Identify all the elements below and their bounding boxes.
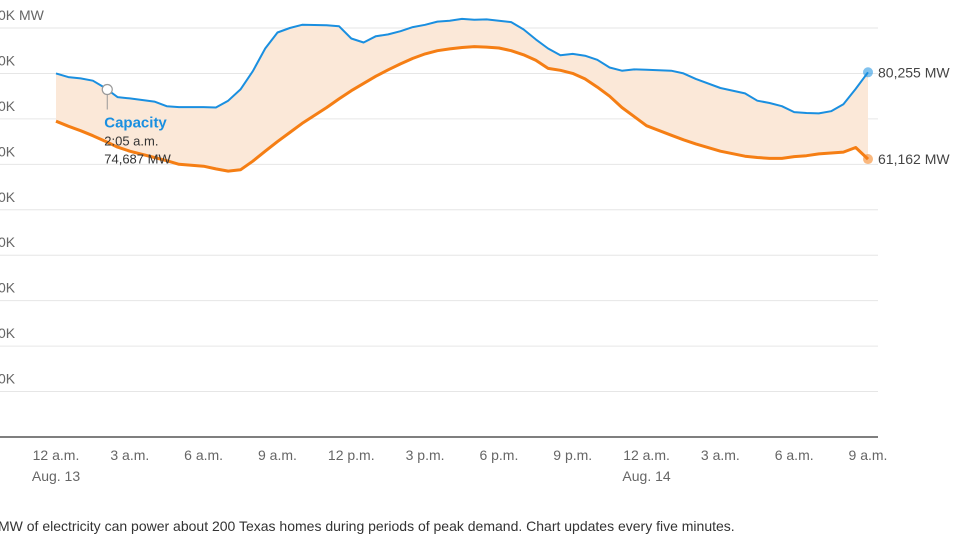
end-markers: 80,255 MW 61,162 MW	[863, 64, 950, 167]
y-tick-label: 0K	[0, 325, 16, 341]
annotation-title: Capacity	[104, 114, 167, 131]
x-tick-label: 3 p.m.	[406, 447, 445, 463]
annotation-value: 74,687 MW	[104, 151, 171, 166]
capacity-annotation: Capacity 2:05 a.m. 74,687 MW	[101, 83, 171, 166]
y-tick-label: 0K	[0, 143, 16, 159]
y-tick-label: 0K	[0, 234, 16, 250]
demand-line	[55, 45, 870, 173]
gap-area	[56, 18, 868, 172]
x-tick-label: 12 a.m.	[623, 447, 670, 463]
y-tick-label: 0K	[0, 98, 16, 114]
y-tick-label: 0K	[0, 371, 16, 387]
capacity-demand-gap-area	[56, 18, 868, 172]
x-tick-label: 9 p.m.	[553, 447, 592, 463]
x-tick-label: 6 a.m.	[184, 447, 223, 463]
x-tick-label: 12 a.m.	[33, 447, 80, 463]
y-tick-label: 0K	[0, 280, 16, 296]
x-tick-label: 6 p.m.	[479, 447, 518, 463]
capacity-end-label: 80,255 MW	[878, 64, 950, 80]
x-tick-label: 9 a.m.	[258, 447, 297, 463]
series-lines	[55, 17, 870, 173]
demand-end-label: 61,162 MW	[878, 151, 950, 167]
x-tick-label: 12 p.m.	[328, 447, 375, 463]
grid-lines	[0, 27, 878, 438]
footnote: MW of electricity can power about 200 Te…	[0, 518, 735, 534]
x-tick-sublabel: Aug. 13	[32, 468, 80, 484]
x-tick-label: 6 a.m.	[775, 447, 814, 463]
x-tick-label: 3 a.m.	[110, 447, 149, 463]
demand-end-marker	[863, 154, 873, 165]
capacity-line	[55, 17, 869, 115]
annotation-marker	[101, 83, 113, 96]
x-tick-label: 3 a.m.	[701, 447, 740, 463]
capacity-end-marker	[863, 67, 873, 78]
x-tick-sublabel: Aug. 14	[622, 468, 670, 484]
y-tick-label: 0K MW	[0, 7, 45, 23]
annotation-time: 2:05 a.m.	[104, 133, 158, 148]
x-axis-labels: 12 a.m. Aug. 13 3 a.m. 6 a.m. 9 a.m. 12 p.m. 3…	[32, 447, 888, 484]
y-axis-labels: 0K MW 0K 0K 0K 0K 0K 0K 0K 0K	[0, 7, 45, 387]
y-tick-label: 0K	[0, 52, 16, 68]
x-tick-label: 9 a.m.	[849, 447, 888, 463]
y-tick-label: 0K	[0, 189, 16, 205]
